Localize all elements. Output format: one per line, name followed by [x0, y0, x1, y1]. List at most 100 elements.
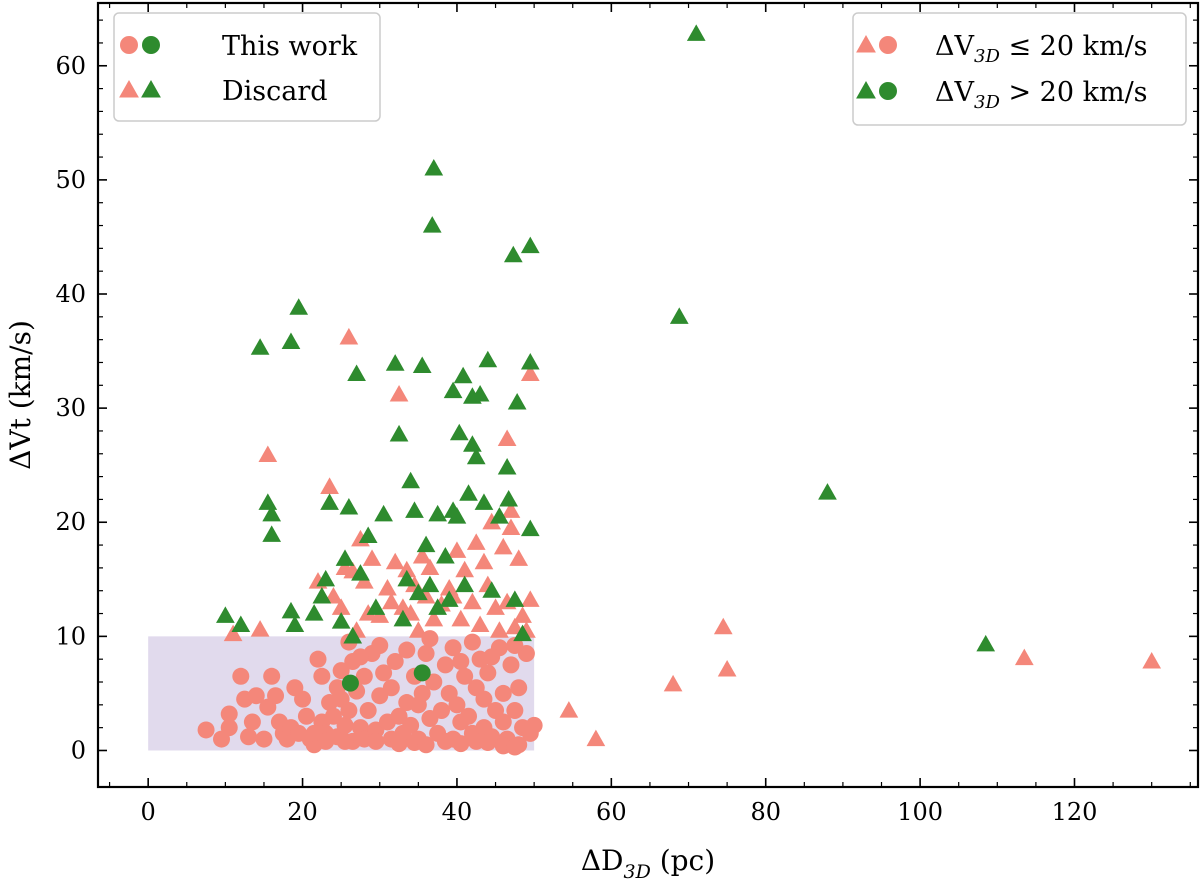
- data-point-triangle-salmon: [412, 547, 432, 564]
- legend-colors: ΔV3D ≤ 20 km/s ΔV3D > 20 km/s: [852, 12, 1187, 126]
- data-point-triangle-green: [347, 364, 366, 381]
- data-point-triangle-green: [976, 634, 996, 652]
- data-point-triangle-green: [455, 575, 475, 593]
- y-tick-label: 50: [55, 166, 86, 194]
- data-point-circle-salmon: [359, 702, 377, 720]
- data-point-circle-salmon: [425, 673, 443, 691]
- data-point-circle-salmon: [452, 735, 470, 753]
- data-point-triangle-green: [304, 604, 324, 621]
- data-point-triangle-green: [320, 493, 339, 510]
- legend-triangle-green-icon: [856, 81, 876, 99]
- data-point-circle-salmon: [220, 719, 238, 737]
- data-point-circle-salmon: [336, 716, 354, 734]
- data-point-triangle-salmon: [250, 620, 270, 637]
- data-point-circle-salmon: [417, 736, 435, 754]
- data-point-circle-salmon: [247, 687, 265, 705]
- data-point-circle-salmon: [336, 732, 354, 750]
- data-point-circle-salmon: [494, 684, 512, 702]
- data-point-triangle-green: [358, 526, 378, 544]
- y-tick-label: 30: [55, 394, 86, 422]
- legend-triangle-salmon-icon: [119, 80, 139, 98]
- data-point-triangle-salmon: [717, 660, 737, 677]
- x-tick-label: 20: [287, 798, 318, 826]
- legend-triangle-salmon-icon: [856, 35, 876, 53]
- data-point-triangle-green: [339, 497, 359, 515]
- legend-colors-box: [852, 12, 1187, 126]
- data-point-triangle-green: [389, 424, 409, 442]
- data-point-triangle-salmon: [586, 729, 606, 747]
- data-point-circle-salmon: [444, 639, 462, 657]
- data-point-circle-salmon: [456, 667, 474, 685]
- data-point-triangle-green: [335, 549, 355, 566]
- data-point-circle-salmon: [332, 662, 350, 680]
- data-point-triangle-salmon: [223, 624, 243, 642]
- data-point-circle-salmon: [355, 667, 373, 685]
- data-point-triangle-salmon: [559, 701, 579, 718]
- x-tick-label: 0: [141, 798, 156, 826]
- x-axis-label: ΔD3D (pc): [581, 844, 715, 881]
- data-point-triangle-salmon: [520, 590, 540, 607]
- data-point-triangle-green: [436, 547, 455, 564]
- data-point-triangle-green: [490, 507, 509, 524]
- data-point-circle-green: [341, 674, 359, 692]
- x-tick-label: 80: [750, 798, 781, 826]
- legend-circle-salmon-icon: [120, 36, 138, 54]
- data-point-circle-salmon: [263, 667, 281, 685]
- data-point-triangle-green: [669, 307, 689, 324]
- plot-frame: [96, 1, 1200, 789]
- data-point-triangle-salmon: [424, 609, 444, 627]
- data-point-triangle-green: [312, 586, 332, 604]
- data-point-triangle-salmon: [490, 621, 509, 638]
- data-point-triangle-salmon: [447, 541, 467, 558]
- data-point-circle-salmon: [494, 713, 512, 731]
- data-point-triangle-green: [453, 366, 473, 384]
- data-point-circle-salmon: [197, 721, 215, 739]
- x-tick-label: 120: [1052, 798, 1098, 826]
- data-point-triangle-green: [459, 484, 478, 501]
- data-point-circle-salmon: [340, 702, 358, 720]
- data-point-circle-salmon: [375, 664, 393, 682]
- data-point-circle-salmon: [324, 707, 342, 725]
- data-point-circle-salmon: [479, 664, 497, 682]
- data-point-triangle-green: [499, 489, 519, 507]
- data-point-circle-salmon: [371, 636, 389, 654]
- data-point-circle-salmon: [475, 690, 493, 708]
- legend-label-low-velocity: ΔV3D ≤ 20 km/s: [935, 31, 1148, 67]
- data-point-circle-salmon: [267, 687, 285, 705]
- data-point-triangle-salmon: [509, 549, 529, 566]
- data-point-triangle-green: [520, 353, 540, 370]
- data-point-triangle-green: [443, 381, 463, 399]
- data-point-triangle-salmon: [497, 429, 517, 447]
- data-point-triangle-salmon: [713, 617, 733, 635]
- data-point-triangle-green: [463, 435, 482, 452]
- data-point-triangle-green: [424, 159, 444, 176]
- data-point-circle-salmon: [367, 732, 385, 750]
- data-point-triangle-salmon: [493, 537, 513, 555]
- data-point-triangle-salmon: [362, 549, 382, 566]
- data-point-circle-salmon: [525, 716, 543, 734]
- data-point-circle-salmon: [417, 644, 435, 662]
- data-point-circle-salmon: [479, 733, 497, 751]
- data-point-triangle-salmon: [331, 598, 351, 615]
- data-point-triangle-salmon: [409, 621, 428, 638]
- data-point-triangle-salmon: [463, 592, 482, 610]
- data-point-triangle-green: [818, 483, 837, 500]
- data-point-triangle-salmon: [381, 592, 401, 610]
- legend-markers: This work Discard: [113, 12, 381, 122]
- data-point-triangle-salmon: [451, 609, 471, 627]
- x-tick-label: 40: [442, 798, 473, 826]
- data-point-triangle-salmon: [513, 606, 532, 623]
- data-point-triangle-salmon: [501, 501, 521, 518]
- data-point-triangle-green: [412, 356, 432, 373]
- data-point-triangle-salmon: [258, 445, 278, 462]
- legend-markers-box: [113, 12, 381, 122]
- data-point-triangle-green: [401, 471, 420, 489]
- data-point-circle-salmon: [240, 728, 258, 746]
- data-point-circle-salmon: [390, 735, 408, 753]
- data-point-triangle-green: [478, 350, 498, 368]
- legend-label-this-work: This work: [222, 31, 358, 62]
- data-point-triangle-green: [513, 624, 532, 642]
- data-point-triangle-salmon: [470, 615, 490, 633]
- data-point-circle-salmon: [297, 707, 315, 725]
